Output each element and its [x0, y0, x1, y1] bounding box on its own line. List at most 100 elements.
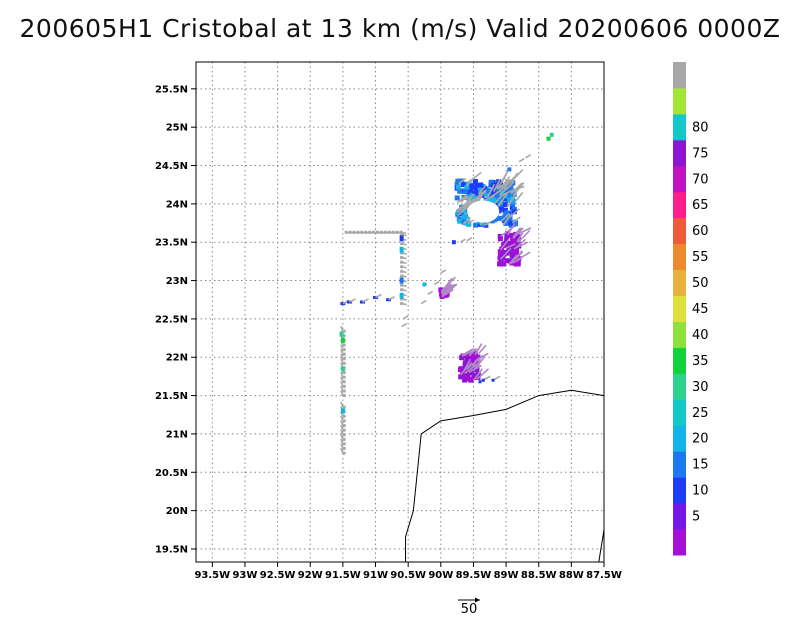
wind-cell [494, 200, 500, 206]
wind-cell [462, 189, 468, 195]
wind-cell [474, 367, 480, 373]
colorbar-swatch [673, 321, 686, 348]
colorbar-swatch [673, 113, 686, 141]
colorbar-label: 75 [692, 146, 709, 161]
wind-arrow [433, 280, 440, 286]
wind-cell [497, 204, 503, 210]
wind-cell [492, 217, 498, 223]
wind-arrow [468, 364, 482, 373]
yucatan-coastline [405, 389, 605, 562]
y-tick-label: 22N [166, 353, 188, 364]
wind-arrow [401, 298, 407, 301]
wind-cell [491, 190, 497, 196]
wind-arrow [505, 243, 516, 249]
wind-cell [505, 186, 511, 192]
wind-cell [513, 221, 519, 227]
colorbar: 5 10 15 20 25 30 35 40 45 50 55 60 65 70 75 80 [673, 62, 709, 556]
wind-cell [469, 190, 475, 196]
wind-cell [481, 378, 485, 382]
wind-arrow [340, 434, 344, 440]
wind-cell [546, 136, 551, 141]
wind-cell [457, 188, 463, 194]
wind-cell [454, 195, 460, 201]
wind-cell [506, 245, 512, 251]
wind-cell [438, 287, 444, 293]
wind-cell [342, 384, 346, 388]
wind-cell [511, 246, 517, 252]
wind-cell [454, 181, 460, 187]
wind-arrow [362, 298, 369, 303]
wind-arrow [340, 385, 344, 392]
wind-arrow [500, 212, 511, 223]
wind-cell [491, 378, 495, 382]
wind-arrow [401, 261, 407, 264]
wind-cell [507, 220, 513, 226]
yucatan-coastline-east [598, 529, 605, 563]
wind-arrow [375, 293, 382, 299]
wind-cell [461, 374, 467, 380]
colorbar-swatch [673, 503, 686, 530]
wind-arrow [465, 196, 479, 208]
wind-arrow [340, 344, 344, 350]
wind-arrow [466, 236, 473, 242]
wind-cell [509, 253, 515, 259]
wind-cell [466, 351, 472, 357]
wind-cell [472, 184, 478, 190]
wind-arrow [400, 231, 407, 235]
wind-cell [462, 377, 468, 383]
wind-arrow [456, 193, 468, 204]
wind-arrow [401, 288, 407, 292]
wind-cell [473, 222, 479, 228]
colorbar-swatch [673, 269, 686, 297]
wind-cell [507, 215, 513, 221]
wind-cell [501, 251, 507, 257]
wind-cell [514, 239, 520, 245]
wind-cell [342, 442, 346, 446]
wind-arrow [499, 169, 510, 185]
y-tick-label: 21N [166, 429, 188, 440]
colorbar-label: 80 [692, 120, 709, 135]
wind-cell [510, 241, 516, 247]
wind-cell [342, 405, 346, 409]
wind-arrow [500, 226, 514, 237]
wind-cell [486, 188, 492, 194]
wind-arrow [499, 184, 512, 196]
wind-cell [498, 259, 504, 265]
colorbar-swatch [673, 295, 686, 322]
wind-arrow [515, 191, 524, 202]
x-tick-label: 93.5W [194, 570, 230, 581]
wind-cell [504, 258, 510, 264]
wind-arrow [477, 191, 486, 202]
wind-arrow [456, 201, 471, 213]
wind-cell [503, 210, 509, 216]
wind-cell [399, 235, 404, 242]
wind-arrow [340, 429, 344, 435]
wind-cell [342, 334, 346, 338]
colorbar-swatch [673, 451, 686, 478]
wind-arrow [401, 242, 407, 246]
wind-vectors [339, 132, 554, 455]
wind-arrow [340, 415, 344, 422]
wind-cell [464, 355, 470, 361]
wind-cell [340, 337, 345, 343]
wind-cell [342, 447, 346, 451]
wind-cell [507, 249, 513, 255]
wind-cell [340, 366, 345, 372]
wind-cell [478, 182, 484, 188]
wind-arrow [340, 443, 344, 449]
wind-arrow [506, 193, 517, 208]
wind-arrow [513, 227, 524, 238]
y-tick-label: 22.5N [155, 314, 188, 325]
wind-cell [460, 182, 466, 188]
wind-cell [508, 232, 514, 238]
wind-cell [497, 236, 503, 242]
wind-cell [458, 374, 464, 380]
wind-arrow [483, 195, 496, 202]
wind-cell [464, 372, 470, 378]
wind-cell [399, 292, 404, 299]
colorbar-swatch [673, 217, 686, 245]
x-tick-label: 91.5W [325, 570, 361, 581]
wind-cell [501, 261, 507, 267]
wind-cell [510, 243, 516, 249]
